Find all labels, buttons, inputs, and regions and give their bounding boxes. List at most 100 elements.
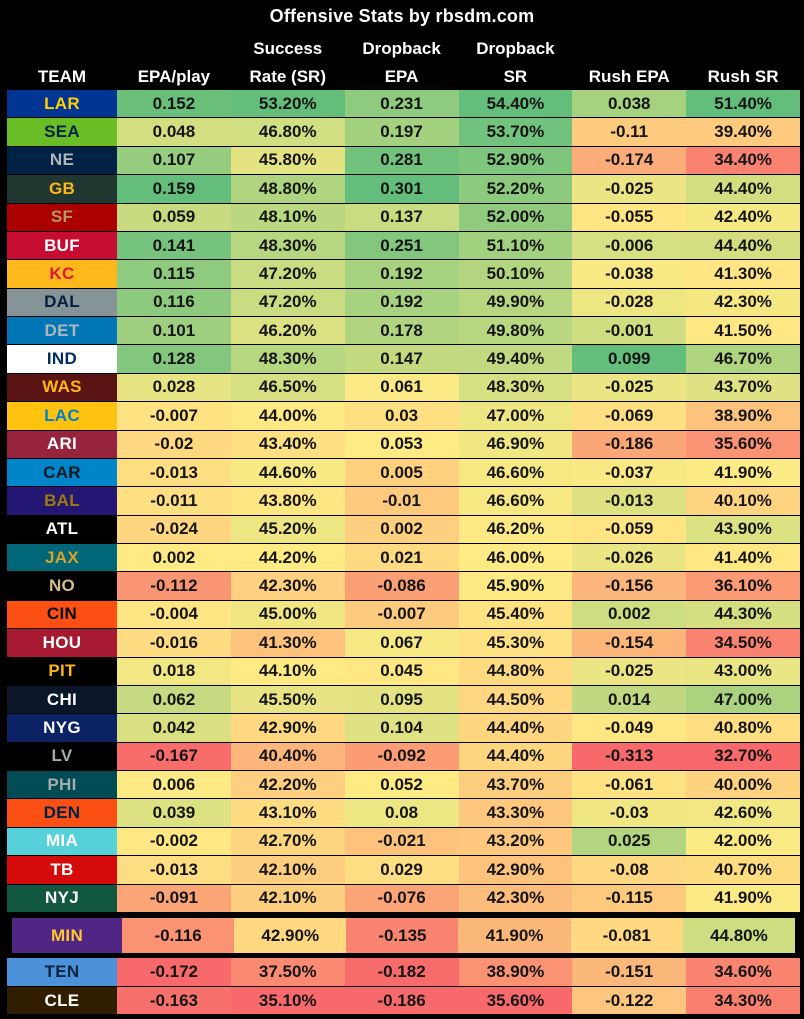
stat-cell: -0.186 (572, 430, 687, 458)
team-cell: CAR (7, 458, 117, 487)
header-success-line1: Success (253, 38, 323, 58)
stat-cell: -0.007 (344, 600, 459, 629)
stat-cell: 0.115 (117, 260, 231, 288)
stat-cell: -0.013 (117, 856, 231, 884)
stat-cell: 48.30% (230, 231, 345, 260)
stat-cell: 46.20% (230, 317, 345, 345)
team-cell: MIA (7, 827, 117, 856)
team-cell: KC (7, 260, 117, 288)
stat-cell: -0.186 (344, 986, 459, 1015)
stat-cell: -0.038 (572, 260, 687, 288)
stat-cell: 47.20% (230, 288, 345, 316)
table-row: NE 0.107 45.80% 0.281 52.90% -0.174 34.40% (7, 146, 800, 176)
header-epa-line1 (117, 33, 231, 62)
stat-cell: 0.147 (344, 345, 459, 373)
stat-cell: 44.40% (458, 742, 573, 770)
team-cell: JAX (7, 544, 117, 572)
stat-cell: 42.10% (230, 884, 345, 912)
stat-cell: -0.013 (117, 458, 231, 487)
stat-cell: 47.20% (230, 260, 345, 288)
stat-cell: 42.40% (686, 203, 800, 231)
stat-cell: -0.08 (572, 856, 687, 884)
stat-cell: 43.70% (458, 771, 573, 799)
table-row: LV -0.167 40.40% -0.092 44.40% -0.313 32.70% (7, 742, 800, 771)
stat-cell: -0.11 (572, 118, 687, 146)
stat-cell: 0.095 (344, 685, 459, 714)
stat-cell: 0.059 (117, 203, 231, 231)
stat-cell: 0.006 (117, 771, 231, 799)
stat-cell: 0.104 (344, 714, 459, 742)
stat-cell: 0.014 (572, 685, 687, 714)
stat-cell: -0.086 (344, 572, 459, 600)
table-row: DEN 0.039 43.10% 0.08 43.30% -0.03 42.60% (7, 799, 800, 828)
stat-cell: 37.50% (230, 958, 345, 986)
table-row: CAR -0.013 44.60% 0.005 46.60% -0.037 41.90% (7, 458, 800, 488)
team-cell: TEN (7, 958, 117, 986)
stat-cell: 36.10% (686, 572, 800, 600)
header-success-rate: Rate (SR) (249, 67, 326, 86)
stat-cell: 0.301 (344, 175, 459, 203)
stat-cell: -0.004 (117, 600, 231, 629)
stat-cell: 0.045 (344, 657, 459, 685)
stat-cell: 44.40% (458, 714, 573, 742)
stat-cell: 43.00% (686, 657, 800, 685)
stat-cell: 47.00% (686, 685, 800, 714)
stat-cell: -0.026 (572, 544, 687, 572)
team-cell: NYJ (7, 884, 117, 912)
stat-cell: -0.001 (572, 317, 687, 345)
stat-cell: -0.002 (117, 827, 231, 856)
stat-cell: 42.30% (458, 884, 573, 912)
stat-cell: 48.30% (458, 373, 573, 402)
stat-cell: 40.70% (686, 856, 800, 884)
team-cell: NE (7, 146, 117, 175)
table-row: SF 0.059 48.10% 0.137 52.00% -0.055 42.40% (7, 203, 800, 232)
stat-cell: -0.091 (117, 884, 231, 912)
stat-cell: 0.002 (344, 515, 459, 543)
stat-cell: 0.039 (117, 799, 231, 827)
stat-cell: 42.10% (230, 856, 345, 884)
stat-cell: 40.10% (686, 487, 800, 515)
stat-cell: -0.076 (344, 884, 459, 912)
header-dropback-sr: SR (503, 67, 528, 86)
stat-cell: 42.90% (458, 856, 573, 884)
stat-cell: 41.50% (686, 317, 800, 345)
table-row: GB 0.159 48.80% 0.301 52.20% -0.025 44.40% (7, 175, 800, 204)
stat-cell: 46.90% (458, 430, 573, 458)
stat-cell: 43.80% (230, 487, 345, 515)
team-cell: DET (7, 317, 117, 345)
stat-cell: -0.059 (572, 515, 687, 543)
stat-cell: 45.00% (230, 600, 345, 629)
stat-cell: 0.053 (344, 430, 459, 458)
table-row: NYJ -0.091 42.10% -0.076 42.30% -0.115 41.90% (7, 884, 800, 913)
stat-cell: 44.10% (230, 657, 345, 685)
stat-cell: 46.60% (458, 458, 573, 487)
stat-cell: 47.00% (458, 402, 573, 430)
table-row: SEA 0.048 46.80% 0.197 53.70% -0.11 39.40% (7, 118, 800, 147)
header-rush-epa-line1 (572, 33, 686, 62)
stat-cell: 0.042 (117, 714, 231, 742)
stat-cell: 41.30% (686, 260, 800, 288)
stat-cell: 34.60% (686, 958, 800, 986)
stat-cell: 54.40% (458, 90, 573, 118)
stat-cell: 0.137 (344, 203, 459, 231)
stat-cell: 46.60% (458, 487, 573, 515)
stat-cell: -0.025 (572, 373, 687, 402)
team-cell: CLE (7, 986, 117, 1015)
stat-cell: 0.107 (117, 146, 231, 175)
stat-cell: 50.10% (458, 260, 573, 288)
stat-cell: 35.10% (230, 986, 345, 1015)
stat-cell: 46.50% (230, 373, 345, 402)
table-row: TEN -0.172 37.50% -0.182 38.90% -0.151 34.60% (7, 958, 800, 987)
stat-cell: 42.00% (686, 827, 800, 856)
stat-cell: 0.152 (117, 90, 231, 118)
stat-cell: -0.016 (117, 629, 231, 657)
stat-cell: 42.30% (686, 288, 800, 316)
stat-cell: 0.021 (344, 544, 459, 572)
stat-cell: 45.80% (230, 146, 345, 175)
stat-cell: 0.192 (344, 288, 459, 316)
stat-cell: 45.40% (458, 600, 573, 629)
stat-cell: 49.40% (458, 345, 573, 373)
stat-cell: 0.251 (344, 231, 459, 260)
stat-cell: 43.90% (686, 515, 800, 543)
